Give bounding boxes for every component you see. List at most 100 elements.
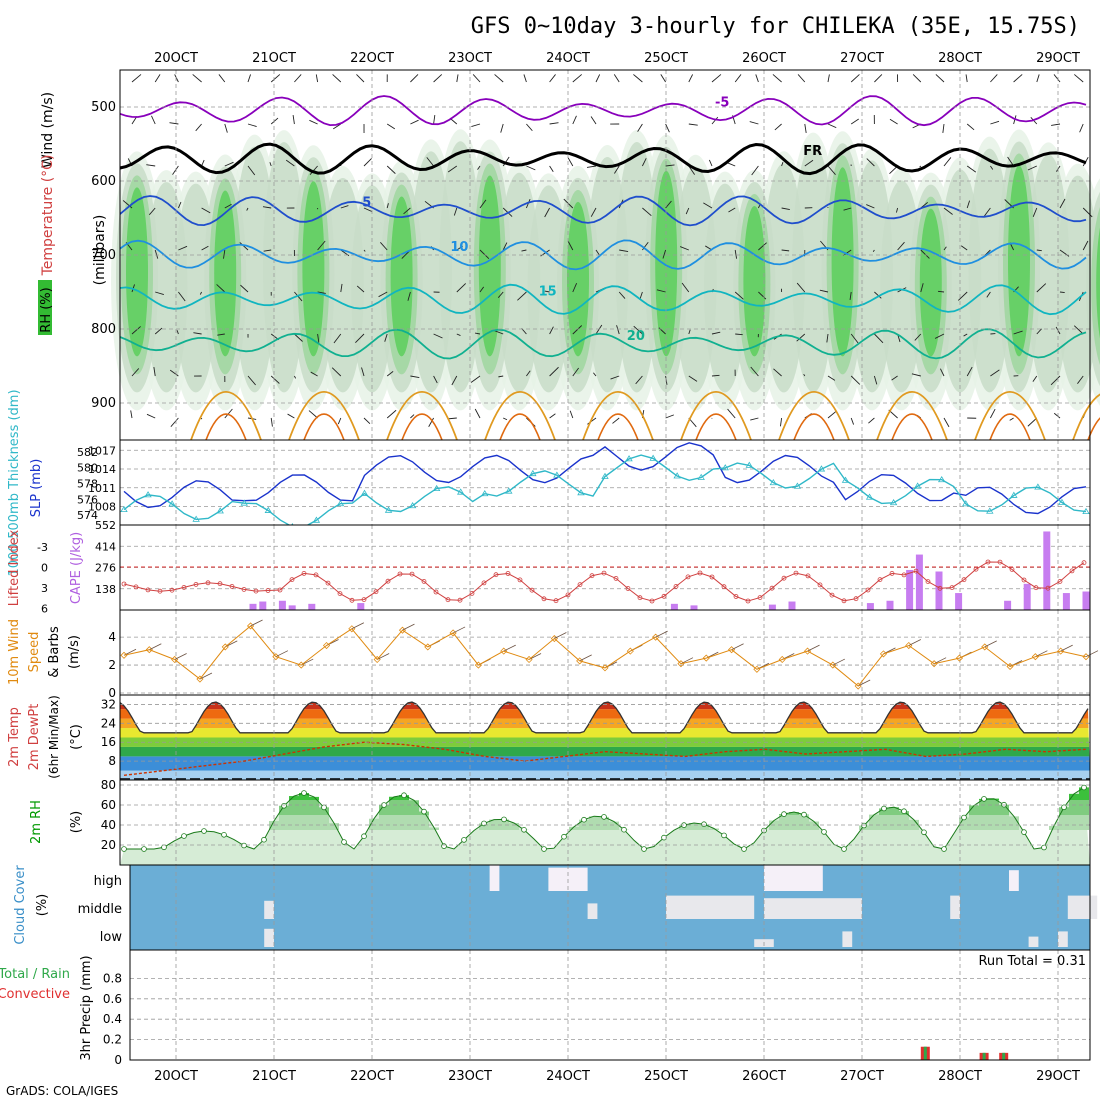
- li-marker: [769, 585, 775, 591]
- wind-barb: [986, 291, 991, 298]
- warm-isotherm: [582, 391, 654, 441]
- axis-title: (°C): [69, 724, 84, 750]
- top-date-axis: 20OCT 21OCT 22OCT 23OCT 24OCT 25OCT 26OCT 27OCT…: [154, 51, 1080, 66]
- axis-title: 2m RH: [29, 800, 44, 844]
- rh-marker: [541, 846, 547, 852]
- wind-barb: [544, 290, 550, 293]
- warm-isotherm: [205, 413, 247, 441]
- wind-barb: [356, 285, 365, 293]
- wind-barb: [711, 116, 719, 125]
- slp-tick: 1014: [88, 463, 116, 476]
- bottom-date-label: 25OCT: [644, 1069, 688, 1084]
- thickness-marker: [841, 476, 850, 483]
- wind-tick: 0: [108, 686, 116, 700]
- wind-barb: [688, 123, 698, 126]
- thickness-marker: [360, 489, 369, 496]
- rh-band: [609, 821, 619, 830]
- wind-barb: [590, 207, 597, 217]
- wind-barb: [1082, 207, 1093, 218]
- wind-marker: [196, 675, 204, 683]
- slp-tick: 1017: [88, 444, 116, 457]
- rh-marker: [261, 836, 267, 843]
- wind-barb-10m: [123, 648, 137, 656]
- li-marker: [385, 578, 391, 584]
- rh-marker: [981, 796, 987, 802]
- cape-bar: [357, 603, 365, 610]
- rh-marker: [701, 821, 707, 827]
- cape-bar: [768, 604, 776, 610]
- warm-isotherm: [386, 391, 458, 441]
- wind-barb: [642, 207, 652, 217]
- wind-barb: [410, 119, 419, 125]
- isotherm-line: [119, 95, 1087, 127]
- wind-marker: [145, 646, 153, 654]
- wind-marker: [753, 665, 761, 673]
- rh-marker: [461, 837, 467, 843]
- wind-barb: [386, 203, 389, 209]
- wind-barb-10m: [807, 644, 820, 652]
- slp-tick: 1011: [88, 482, 116, 495]
- temp-tick: 32: [101, 697, 116, 711]
- wind-barb: [470, 375, 481, 383]
- rh-shade: [145, 182, 188, 393]
- rh-shade: [919, 208, 942, 357]
- rh-legend-swatch: [38, 280, 52, 335]
- wind-barb: [169, 122, 179, 125]
- li-marker: [661, 593, 667, 599]
- wind-barb: [990, 74, 998, 83]
- cloud-bar: [1009, 870, 1019, 891]
- rh-marker: [201, 828, 207, 834]
- wind-barb: [1032, 207, 1038, 218]
- top-date-label: 27OCT: [840, 51, 884, 66]
- wind-barb: [613, 74, 620, 83]
- wind-barb: [270, 417, 273, 427]
- wind-barb: [641, 158, 647, 167]
- rh-band: [779, 814, 789, 830]
- wind-barb: [850, 333, 859, 344]
- wind-barb: [386, 409, 397, 419]
- wind-barb: [294, 375, 297, 379]
- rh-band: [379, 805, 389, 830]
- isotherm-line: [119, 239, 1087, 271]
- temp-tick: 16: [101, 735, 116, 749]
- wind-barb: [681, 282, 690, 293]
- wind-barb: [896, 207, 899, 213]
- wind-barb: [521, 249, 527, 252]
- wind-barb: [177, 201, 182, 209]
- wind-barb: [614, 165, 620, 174]
- axis-title: Wind (m/s): [40, 92, 56, 168]
- wind-barb: [169, 369, 179, 377]
- rh-shade: [615, 142, 658, 393]
- wind-barb: [447, 165, 458, 173]
- wind-barb: [356, 74, 365, 83]
- wind-marker: [550, 634, 558, 643]
- rh-band: [599, 816, 609, 830]
- li-marker: [709, 574, 715, 580]
- wind-marker: [803, 647, 812, 655]
- wind-barb: [239, 242, 249, 251]
- precip-bar-total: [982, 1052, 986, 1060]
- wind-barb: [966, 165, 977, 173]
- wind-barb: [796, 282, 806, 293]
- wind-barb: [960, 245, 968, 251]
- li-marker: [865, 587, 871, 593]
- wind-barb: [616, 325, 620, 335]
- warm-isotherm: [303, 413, 345, 441]
- wind-barb: [595, 74, 601, 83]
- precip-tick: 0.6: [103, 992, 122, 1006]
- cape-bar: [249, 603, 257, 610]
- wind-barb: [337, 417, 342, 425]
- wind-barb: [827, 375, 836, 381]
- axis-title: (%): [69, 811, 84, 834]
- panel-border: [129, 949, 1091, 1061]
- cloud-level-label: low: [100, 930, 123, 945]
- rh-shade: [704, 183, 746, 393]
- wind-barb: [386, 123, 396, 130]
- wind-barb-10m: [832, 658, 846, 666]
- wind-barb: [850, 118, 859, 125]
- wind-barb: [526, 123, 533, 132]
- cape-bar: [670, 603, 678, 610]
- cape-bar: [1023, 583, 1031, 610]
- warm-isotherm: [401, 413, 443, 441]
